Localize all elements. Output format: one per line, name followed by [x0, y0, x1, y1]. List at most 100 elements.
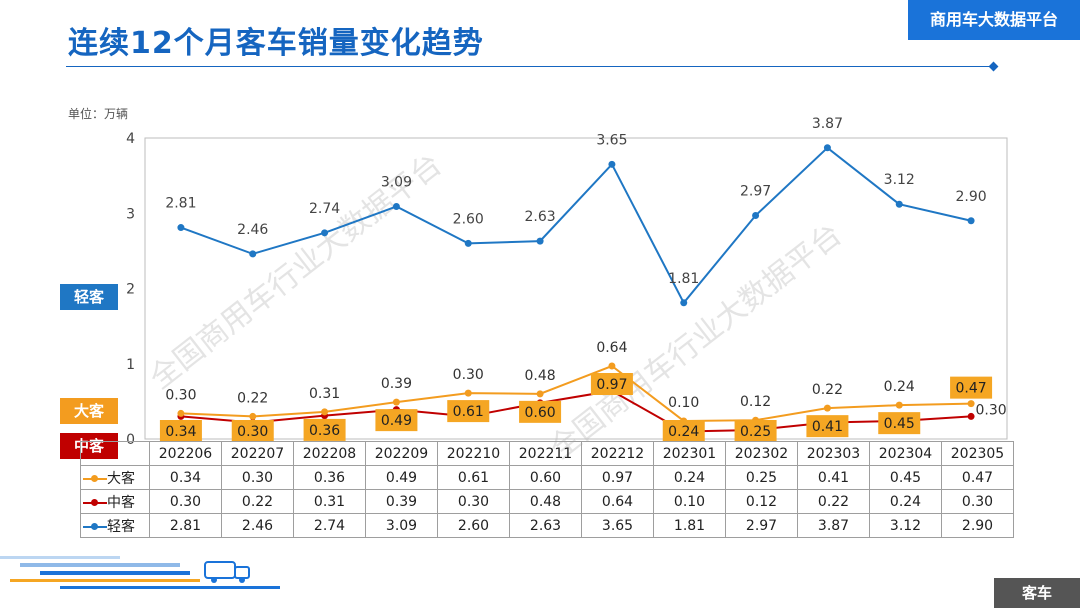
point-light	[680, 299, 688, 307]
side-tag-large: 大客	[60, 398, 118, 424]
data-label-bg-large	[878, 412, 921, 435]
data-label-medium: 0.22	[812, 382, 843, 398]
data-label-light: 3.09	[381, 174, 412, 190]
point-light	[321, 229, 329, 237]
series-line-large	[180, 364, 972, 422]
data-label-light: 2.46	[237, 222, 268, 238]
footer-category-tag: 客车	[994, 578, 1080, 608]
legend-marker-large	[83, 474, 107, 484]
data-label-large: 0.25	[740, 424, 771, 440]
table-cell: 1.81	[653, 513, 726, 538]
data-label-bg-large	[590, 373, 633, 396]
data-label-large: 0.97	[596, 377, 627, 393]
data-label-large: 0.30	[237, 424, 268, 440]
data-label-large: 0.36	[309, 423, 340, 439]
data-label-light: 3.12	[884, 172, 915, 188]
table-cell: 0.30	[437, 489, 510, 514]
data-label-bg-large	[806, 415, 849, 438]
point-large	[177, 409, 185, 417]
brand-badge: 商用车大数据平台	[908, 0, 1080, 40]
point-light	[464, 239, 472, 247]
point-light	[608, 160, 616, 168]
point-large	[249, 412, 257, 420]
table-cell: 0.30	[149, 489, 222, 514]
data-label-large: 0.47	[955, 381, 986, 397]
point-light	[536, 237, 544, 245]
data-label-bg-large	[303, 418, 346, 441]
y-tick-label: 0	[126, 432, 135, 448]
table-cell: 3.65	[581, 513, 654, 538]
y-tick-label: 2	[126, 282, 135, 298]
data-label-large: 0.41	[812, 419, 843, 435]
table-cell: 2.81	[149, 513, 222, 538]
table-cell: 0.12	[725, 489, 798, 514]
table-cell: 3.09	[365, 513, 438, 538]
data-label-bg-large	[375, 409, 418, 432]
data-label-medium: 0.22	[237, 390, 268, 406]
point-light	[895, 200, 903, 208]
data-label-medium: 0.24	[884, 379, 915, 395]
data-label-medium: 0.64	[596, 340, 627, 356]
table-header-cell: 202209	[365, 441, 438, 466]
table-header-cell: 202208	[293, 441, 366, 466]
table-cell: 0.25	[725, 465, 798, 490]
table-header-cell: 202211	[509, 441, 582, 466]
table-header-cell: 202303	[797, 441, 870, 466]
table-cell: 0.47	[941, 465, 1014, 490]
data-label-medium: 0.31	[309, 386, 340, 402]
table-cell: 0.60	[509, 465, 582, 490]
table-cell: 0.39	[365, 489, 438, 514]
table-header-cell: 202301	[653, 441, 726, 466]
point-large	[321, 408, 329, 416]
table-cell: 0.22	[221, 489, 294, 514]
point-large	[967, 400, 975, 408]
y-tick-label: 1	[126, 357, 135, 373]
series-line-light	[180, 146, 972, 305]
y-tick-label: 3	[126, 206, 135, 222]
y-tick-label: 4	[126, 131, 135, 147]
legend-label: 大客	[107, 470, 135, 487]
table-row: 大客 0.34 0.30 0.36 0.49 0.61 0.60 0.97 0.24 0.25 0.…	[80, 465, 1014, 490]
table-cell: 0.41	[797, 465, 870, 490]
page-title: 连续12个月客车销量变化趋势	[68, 26, 484, 61]
table-header-row: 202206 202207 202208 202209 202210 202211 2022…	[80, 441, 1014, 466]
table-cell: 0.97	[581, 465, 654, 490]
data-label-light: 2.74	[309, 201, 340, 217]
table-cell: 3.12	[869, 513, 942, 538]
table-cell: 0.22	[797, 489, 870, 514]
data-label-medium: 0.12	[740, 394, 771, 410]
side-tag-light: 轻客	[60, 284, 118, 310]
table-cell: 0.10	[653, 489, 726, 514]
table-cell: 3.87	[797, 513, 870, 538]
table-row-label: 轻客	[80, 513, 150, 538]
table-row-label: 大客	[80, 465, 150, 490]
table-cell: 0.36	[293, 465, 366, 490]
point-light	[752, 212, 760, 220]
table-header-cell: 202305	[941, 441, 1014, 466]
data-label-medium: 0.30	[453, 367, 484, 383]
table-row: 轻客 2.81 2.46 2.74 3.09 2.60 2.63 3.65 1.81 2.97 3.…	[80, 513, 1014, 538]
table-cell: 2.60	[437, 513, 510, 538]
data-label-large: 0.34	[165, 424, 196, 440]
table-corner-cell	[80, 441, 150, 466]
data-label-light: 3.87	[812, 116, 843, 132]
truck-decoration	[0, 556, 280, 589]
data-label-light: 3.65	[596, 132, 627, 148]
data-label-medium: 0.48	[524, 368, 555, 384]
data-label-light: 1.81	[668, 271, 699, 287]
table-header-cell: 202210	[437, 441, 510, 466]
data-label-bg-large	[662, 420, 705, 442]
data-label-large: 0.45	[884, 416, 915, 432]
data-label-bg-large	[519, 400, 562, 423]
table-cell: 0.64	[581, 489, 654, 514]
data-label-bg-large	[159, 420, 202, 442]
table-row-label: 中客	[80, 489, 150, 514]
data-label-light: 2.97	[740, 184, 771, 200]
point-large	[895, 401, 903, 409]
data-label-bg-large	[950, 376, 993, 399]
table-cell: 0.30	[941, 489, 1014, 514]
data-label-light: 2.90	[955, 189, 986, 205]
data-label-large: 0.61	[453, 404, 484, 420]
table-header-cell: 202206	[149, 441, 222, 466]
table-row: 中客 0.30 0.22 0.31 0.39 0.30 0.48 0.64 0.10 0.12 0.…	[80, 489, 1014, 514]
